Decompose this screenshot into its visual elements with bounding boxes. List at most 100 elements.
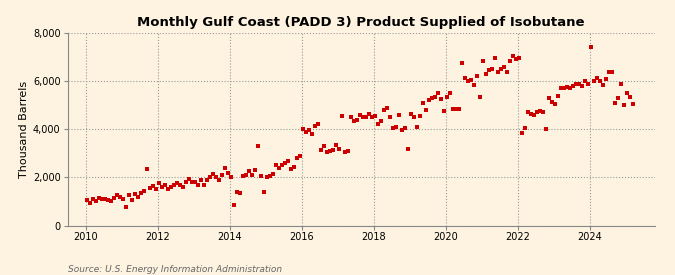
Point	[244, 169, 254, 174]
Point	[421, 108, 432, 112]
Point	[358, 115, 369, 119]
Point	[325, 149, 335, 153]
Point	[613, 96, 624, 100]
Point	[163, 187, 173, 192]
Point	[514, 56, 524, 60]
Point	[250, 168, 261, 172]
Point	[105, 199, 116, 204]
Point	[406, 111, 416, 116]
Point	[364, 111, 375, 116]
Point	[310, 123, 321, 128]
Point	[592, 75, 603, 80]
Point	[94, 196, 105, 200]
Point	[100, 197, 111, 201]
Point	[319, 144, 329, 148]
Point	[448, 107, 459, 111]
Point	[328, 147, 339, 152]
Point	[289, 164, 300, 169]
Point	[84, 200, 95, 205]
Point	[556, 86, 567, 90]
Point	[490, 56, 501, 60]
Point	[559, 86, 570, 90]
Point	[508, 54, 519, 58]
Point	[148, 184, 159, 188]
Point	[279, 161, 290, 165]
Point	[385, 115, 396, 119]
Point	[517, 131, 528, 135]
Point	[274, 166, 285, 170]
Point	[217, 173, 227, 177]
Point	[595, 79, 605, 83]
Point	[196, 178, 207, 182]
Point	[604, 69, 615, 74]
Point	[418, 101, 429, 105]
Point	[127, 198, 138, 202]
Point	[111, 193, 122, 198]
Point	[484, 68, 495, 73]
Point	[331, 143, 342, 147]
Point	[295, 153, 306, 158]
Point	[571, 81, 582, 86]
Point	[157, 185, 167, 189]
Point	[442, 95, 453, 99]
Point	[298, 127, 308, 131]
Point	[394, 113, 404, 117]
Point	[133, 194, 144, 199]
Point	[165, 185, 176, 189]
Point	[90, 199, 101, 204]
Point	[82, 198, 92, 202]
Point	[117, 197, 128, 201]
Point	[520, 126, 531, 130]
Point	[532, 110, 543, 115]
Point	[349, 119, 360, 123]
Point	[283, 158, 294, 163]
Point	[192, 182, 203, 187]
Point	[538, 110, 549, 115]
Point	[427, 96, 437, 100]
Point	[598, 82, 609, 87]
Point	[526, 111, 537, 116]
Point	[457, 61, 468, 65]
Point	[277, 163, 288, 167]
Point	[247, 173, 258, 177]
Point	[214, 178, 225, 182]
Point	[171, 181, 182, 186]
Point	[306, 132, 317, 136]
Point	[412, 125, 423, 129]
Point	[352, 117, 362, 122]
Point	[316, 147, 327, 152]
Point	[175, 182, 186, 187]
Point	[424, 98, 435, 103]
Point	[505, 59, 516, 63]
Point	[463, 79, 474, 83]
Point	[562, 85, 573, 89]
Point	[469, 82, 480, 87]
Point	[589, 79, 600, 83]
Point	[286, 167, 296, 171]
Point	[376, 119, 387, 123]
Point	[97, 197, 107, 201]
Title: Monthly Gulf Coast (PADD 3) Product Supplied of Isobutane: Monthly Gulf Coast (PADD 3) Product Supp…	[138, 16, 585, 29]
Point	[625, 95, 636, 99]
Point	[541, 127, 551, 131]
Point	[151, 187, 161, 192]
Point	[430, 95, 441, 99]
Point	[313, 122, 323, 127]
Point	[481, 72, 491, 76]
Point	[355, 113, 366, 117]
Point	[370, 114, 381, 118]
Point	[292, 156, 302, 160]
Point	[451, 107, 462, 111]
Point	[130, 192, 140, 196]
Point	[334, 146, 345, 151]
Point	[144, 186, 155, 190]
Point	[472, 74, 483, 79]
Point	[460, 75, 470, 80]
Point	[409, 115, 420, 119]
Text: Source: U.S. Energy Information Administration: Source: U.S. Energy Information Administ…	[68, 265, 281, 274]
Point	[337, 114, 348, 118]
Point	[235, 191, 246, 195]
Point	[121, 205, 132, 210]
Point	[142, 167, 153, 171]
Point	[628, 102, 639, 106]
